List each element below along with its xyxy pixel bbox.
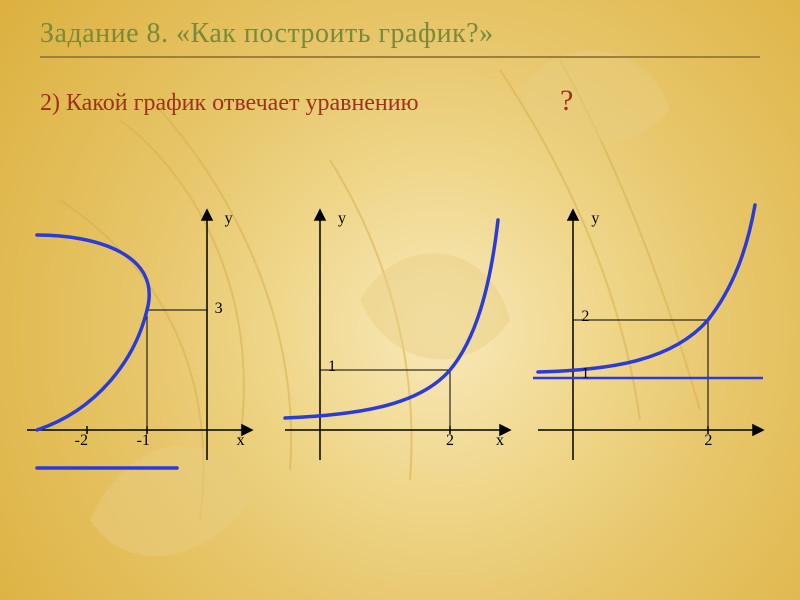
chart-1-y-label: y <box>225 210 233 228</box>
chart-2-x-label: x <box>496 432 504 450</box>
chart-3-ytick-1: 1 <box>581 365 589 383</box>
chart-1-xtick-0: -2 <box>75 432 88 450</box>
chart-3-svg <box>533 200 773 500</box>
chart-3: y 2 2 1 <box>533 200 773 500</box>
chart-1-xtick-1: -1 <box>137 432 150 450</box>
chart-2: y x 2 1 <box>280 200 520 500</box>
question-mark: ? <box>560 84 573 118</box>
chart-1-x-label: x <box>237 432 245 450</box>
slide-title: Задание 8. «Как построить график?» <box>40 18 760 50</box>
chart-3-xtick-0: 2 <box>704 432 712 450</box>
title-block: Задание 8. «Как построить график?» <box>40 18 760 58</box>
chart-2-ytick-0: 1 <box>328 358 336 376</box>
slide: Задание 8. «Как построить график?» 2) Ка… <box>0 0 800 600</box>
chart-3-ytick-0: 2 <box>581 308 589 326</box>
chart-row: y x -2 -1 3 <box>20 180 780 520</box>
chart-2-svg <box>280 200 520 500</box>
chart-2-y-label: y <box>338 210 346 228</box>
chart-2-xtick-0: 2 <box>446 432 454 450</box>
title-underline <box>40 56 760 58</box>
chart-1: y x -2 -1 3 <box>27 200 267 500</box>
subtitle: 2) Какой график отвечает уравнению <box>40 90 419 117</box>
chart-1-svg <box>27 200 267 500</box>
chart-1-ytick-0: 3 <box>215 300 223 318</box>
chart-3-y-label: y <box>591 210 599 228</box>
